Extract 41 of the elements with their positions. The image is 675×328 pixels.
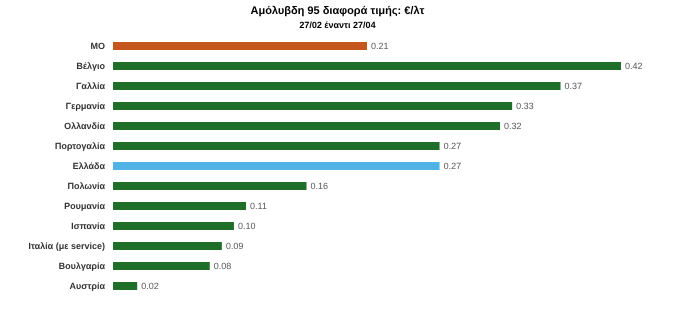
y-tick-label: ΜΟ bbox=[90, 41, 105, 52]
bar bbox=[113, 262, 210, 270]
chart-title: Αμόλυβδη 95 διαφορά τιμής: €/λτ bbox=[250, 5, 425, 17]
data-label: 0.09 bbox=[226, 241, 244, 252]
data-label: 0.27 bbox=[444, 141, 462, 152]
bar bbox=[113, 202, 246, 210]
bar bbox=[113, 122, 500, 130]
data-label: 0.08 bbox=[214, 261, 232, 272]
y-tick-label: Πορτογαλία bbox=[54, 141, 106, 152]
bar bbox=[113, 162, 440, 170]
bar bbox=[113, 182, 307, 190]
data-label: 0.27 bbox=[444, 161, 462, 172]
y-tick-label: Γερμανία bbox=[66, 101, 106, 112]
y-tick-label: Αυστρία bbox=[69, 281, 106, 292]
y-tick-label: Πολωνία bbox=[67, 181, 106, 192]
y-tick-label: Ολλανδία bbox=[64, 121, 106, 132]
bar bbox=[113, 62, 621, 70]
data-label: 0.33 bbox=[516, 101, 534, 112]
y-tick-label: Βέλγιο bbox=[76, 61, 106, 72]
data-label: 0.42 bbox=[625, 61, 643, 72]
bar bbox=[113, 222, 234, 230]
chart-subtitle: 27/02 έναντι 27/04 bbox=[299, 20, 376, 30]
data-label: 0.02 bbox=[141, 281, 159, 292]
data-label: 0.37 bbox=[564, 81, 582, 92]
bar bbox=[113, 142, 440, 150]
bar bbox=[113, 282, 138, 290]
y-tick-label: Ισπανία bbox=[71, 221, 106, 232]
data-label: 0.21 bbox=[371, 41, 389, 52]
bar bbox=[113, 102, 512, 110]
y-tick-label: Γαλλία bbox=[76, 81, 106, 92]
data-label: 0.32 bbox=[504, 121, 522, 132]
data-label: 0.16 bbox=[310, 181, 328, 192]
bar bbox=[113, 82, 561, 90]
y-tick-label: Ελλάδα bbox=[72, 161, 106, 172]
y-tick-label: Ρουμανία bbox=[64, 201, 106, 212]
bar bbox=[113, 42, 367, 50]
data-label: 0.10 bbox=[238, 221, 256, 232]
data-label: 0.11 bbox=[250, 201, 267, 212]
bar bbox=[113, 242, 222, 250]
y-tick-label: Ιταλία (με service) bbox=[28, 241, 106, 252]
y-tick-label: Βουλγαρία bbox=[58, 261, 106, 272]
